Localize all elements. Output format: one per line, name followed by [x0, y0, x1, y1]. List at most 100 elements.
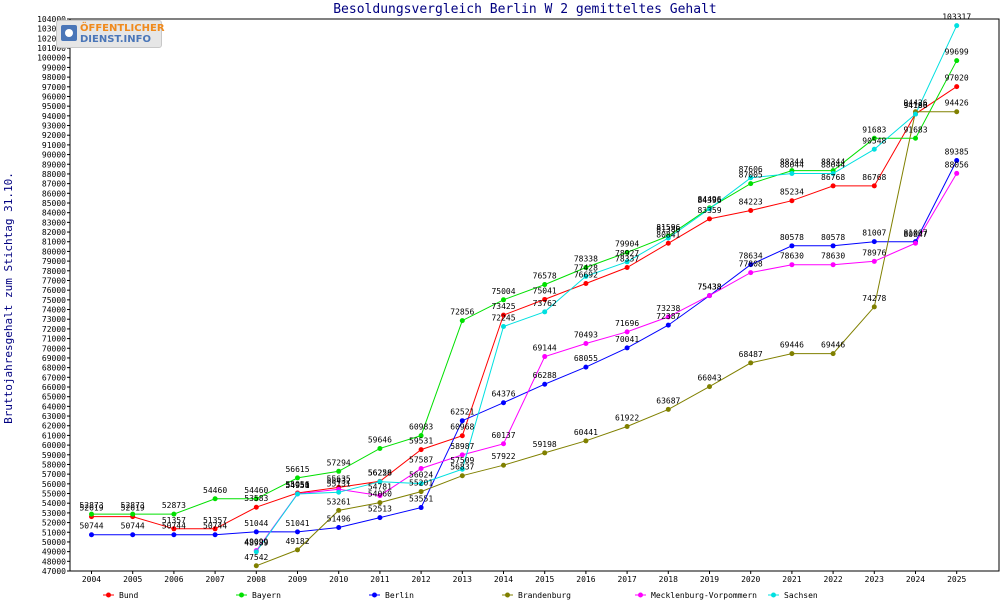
data-label-berlin: 64376 [491, 390, 515, 399]
data-point-berlin [212, 532, 218, 538]
data-point-sachsen [295, 491, 300, 497]
data-point-bund [253, 504, 259, 510]
data-point-bayern [459, 318, 465, 324]
data-label-brandenburg: 60441 [574, 428, 598, 437]
data-label-mecklenburg-vorpommern: 60137 [491, 431, 515, 440]
data-point-sachsen [789, 171, 795, 177]
x-tick-label: 2008 [247, 575, 266, 584]
data-point-mecklenburg-vorpommern [665, 314, 671, 320]
y-tick-label: 77000 [42, 276, 66, 285]
data-label-brandenburg: 94426 [945, 99, 969, 108]
data-label-sachsen: 78927 [615, 249, 639, 258]
x-tick-label: 2004 [82, 575, 101, 584]
logo-text-line1: ÖFFENTLICHER [80, 23, 165, 34]
data-label-bund: 97020 [945, 74, 969, 83]
data-point-bayern [954, 58, 960, 64]
data-point-sachsen [253, 549, 259, 555]
data-label-brandenburg: 54060 [368, 490, 392, 499]
data-label-mecklenburg-vorpommern: 54781 [368, 483, 392, 492]
y-tick-label: 100000 [37, 54, 66, 63]
y-tick-label: 72000 [42, 325, 66, 334]
y-tick-label: 71000 [42, 335, 66, 344]
data-label-bund: 80841 [656, 230, 680, 239]
data-label-bayern: 87005 [739, 171, 763, 180]
data-point-bayern [583, 265, 589, 271]
data-point-mecklenburg-vorpommern [954, 170, 960, 176]
x-tick-label: 2020 [741, 575, 760, 584]
data-point-berlin [295, 529, 300, 535]
y-tick-label: 74000 [42, 306, 66, 315]
data-point-mecklenburg-vorpommern [748, 270, 754, 276]
data-label-berlin: 89385 [945, 148, 969, 157]
data-point-sachsen [418, 481, 424, 487]
y-tick-label: 84000 [42, 209, 66, 218]
data-label-brandenburg: 57922 [491, 452, 515, 461]
y-tick-label: 87000 [42, 180, 66, 189]
legend-marker-brandenburg [505, 592, 510, 598]
y-tick-labels: 4700048000490005000051000520005300054000… [37, 15, 66, 576]
data-label-bund: 94196 [903, 101, 927, 110]
y-tick-label: 98000 [42, 73, 66, 82]
data-label-berlin: 50744 [203, 522, 227, 531]
data-point-brandenburg [459, 473, 465, 479]
x-tick-label: 2021 [782, 575, 801, 584]
data-label-bund: 52619 [121, 504, 145, 513]
y-tick-label: 99000 [42, 63, 66, 72]
data-label-bund: 76692 [574, 270, 598, 279]
data-label-brandenburg: 69446 [780, 341, 804, 350]
data-point-bund [789, 198, 795, 204]
plot-frame [69, 18, 1000, 572]
data-label-sachsen: 88044 [780, 161, 804, 170]
y-tick-label: 76000 [42, 286, 66, 295]
y-tick-label: 97000 [42, 83, 66, 92]
data-point-sachsen [954, 23, 960, 29]
logo-mark-icon [61, 25, 77, 41]
y-tick-label: 103000 [37, 25, 66, 34]
data-point-brandenburg [830, 351, 836, 357]
data-label-sachsen: 54951 [285, 481, 309, 490]
y-tick-label: 104000 [37, 15, 66, 24]
data-label-bund: 86768 [821, 173, 845, 182]
legend-marker-sachsen [771, 592, 776, 598]
y-tick-label: 60000 [42, 441, 66, 450]
y-tick-label: 81000 [42, 238, 66, 247]
data-label-sachsen: 84396 [697, 196, 721, 205]
data-label-bund: 59531 [409, 437, 433, 446]
data-point-mecklenburg-vorpommern [418, 465, 424, 471]
data-label-bund: 53583 [244, 494, 268, 503]
legend-label-brandenburg: Brandenburg [518, 591, 571, 600]
data-label-brandenburg: 59198 [533, 440, 557, 449]
data-label-brandenburg: 94426 [903, 99, 927, 108]
data-label-berlin: 51044 [244, 519, 268, 528]
y-tick-label: 85000 [42, 199, 66, 208]
x-tick-label: 2007 [205, 575, 224, 584]
data-point-berlin [418, 505, 424, 511]
data-label-bayern: 88344 [821, 158, 845, 167]
data-point-berlin [542, 381, 548, 387]
y-tick-label: 70000 [42, 344, 66, 353]
data-label-bayern: 57294 [327, 458, 351, 467]
data-point-mecklenburg-vorpommern [871, 258, 877, 264]
x-tick-label: 2024 [906, 575, 925, 584]
data-point-mecklenburg-vorpommern [542, 354, 548, 360]
y-tick-label: 57000 [42, 470, 66, 479]
data-label-sachsen: 56024 [409, 471, 433, 480]
data-label-berlin: 68055 [574, 354, 598, 363]
data-label-berlin: 50744 [162, 522, 186, 531]
data-point-mecklenburg-vorpommern [583, 340, 589, 346]
data-point-mecklenburg-vorpommern [501, 441, 506, 447]
series-line-berlin [91, 160, 958, 536]
data-label-bayern: 54460 [203, 486, 227, 495]
data-label-bayern: 54460 [244, 486, 268, 495]
data-label-bund: 73425 [491, 302, 515, 311]
data-label-sachsen: 103317 [942, 13, 971, 22]
data-point-brandenburg [253, 563, 259, 569]
series-line-bayern [91, 60, 958, 515]
data-point-berlin [377, 515, 383, 521]
data-point-brandenburg [789, 351, 795, 357]
data-point-brandenburg [748, 360, 754, 366]
data-point-sachsen [583, 273, 589, 279]
data-label-berlin: 53551 [409, 495, 433, 504]
data-label-brandenburg: 69446 [821, 341, 845, 350]
data-points [89, 23, 960, 569]
